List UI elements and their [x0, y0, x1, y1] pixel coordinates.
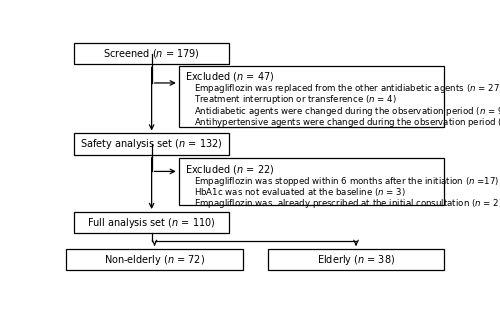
FancyBboxPatch shape	[74, 43, 229, 65]
Text: Treatment interruption or transference ($\it{n}$ = 4): Treatment interruption or transference (…	[194, 93, 397, 106]
Text: Empagliflozin was replaced from the other antidiabetic agents ($\it{n}$ = 27): Empagliflozin was replaced from the othe…	[194, 82, 500, 95]
Text: Empagliflozin was stopped within 6 months after the initiation ($\it{n}$ =17): Empagliflozin was stopped within 6 month…	[194, 175, 500, 188]
Text: Elderly ($\it{n}$ = 38): Elderly ($\it{n}$ = 38)	[317, 252, 395, 267]
Text: Excluded ($\it{n}$ = 22): Excluded ($\it{n}$ = 22)	[184, 163, 274, 176]
FancyBboxPatch shape	[74, 212, 229, 233]
Text: Excluded ($\it{n}$ = 47): Excluded ($\it{n}$ = 47)	[184, 70, 274, 83]
FancyBboxPatch shape	[74, 133, 229, 155]
Text: Antihypertensive agents were changed during the observation period ($\it{n}$ = 7: Antihypertensive agents were changed dur…	[194, 116, 500, 129]
Text: Non-elderly ($\it{n}$ = 72): Non-elderly ($\it{n}$ = 72)	[104, 252, 205, 267]
Text: Antidiabetic agents were changed during the observation period ($\it{n}$ = 9): Antidiabetic agents were changed during …	[194, 105, 500, 118]
Text: Full analysis set ($\it{n}$ = 110): Full analysis set ($\it{n}$ = 110)	[87, 216, 216, 230]
Text: HbA1c was not evaluated at the baseline ($\it{n}$ = 3): HbA1c was not evaluated at the baseline …	[194, 186, 406, 198]
Text: Safety analysis set ($\it{n}$ = 132): Safety analysis set ($\it{n}$ = 132)	[80, 137, 223, 151]
FancyBboxPatch shape	[179, 66, 444, 128]
FancyBboxPatch shape	[268, 249, 444, 270]
Text: Empagliflozin was  already prescribed at the initial consultation ($\it{n}$ = 2): Empagliflozin was already prescribed at …	[194, 197, 500, 210]
FancyBboxPatch shape	[66, 249, 242, 270]
FancyBboxPatch shape	[179, 159, 444, 205]
Text: Screened ($\it{n}$ = 179): Screened ($\it{n}$ = 179)	[103, 47, 200, 60]
